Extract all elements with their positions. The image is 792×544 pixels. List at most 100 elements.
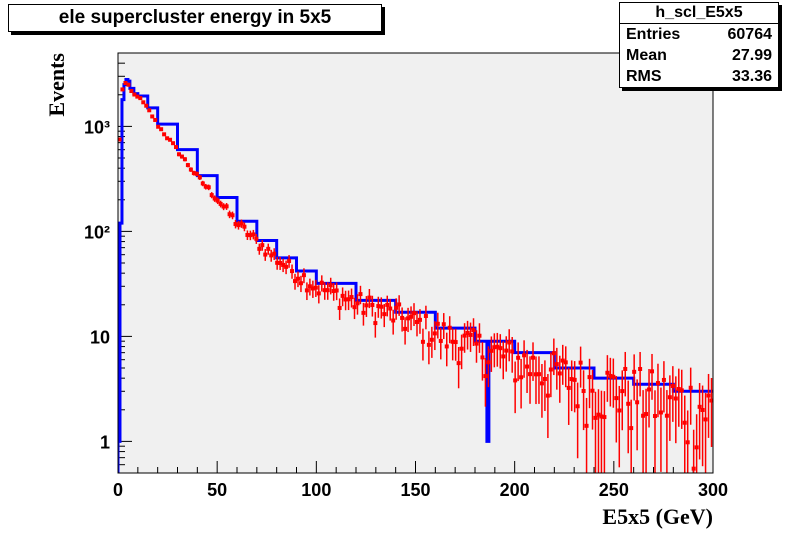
red-data-point xyxy=(346,297,351,302)
red-data-point xyxy=(679,388,684,393)
red-data-point xyxy=(700,407,705,412)
x-tick-label: 50 xyxy=(207,480,227,500)
red-data-point xyxy=(340,293,345,298)
red-data-point xyxy=(459,346,464,351)
red-data-point xyxy=(304,288,309,293)
red-data-point xyxy=(218,201,223,206)
red-data-point xyxy=(644,412,649,417)
red-data-point xyxy=(403,326,408,331)
red-data-point xyxy=(295,276,300,281)
red-data-point xyxy=(138,96,143,101)
red-data-point xyxy=(596,412,601,417)
red-data-point xyxy=(688,385,693,390)
red-data-point xyxy=(548,367,553,372)
red-data-point xyxy=(709,398,713,403)
red-data-point xyxy=(554,362,559,367)
red-data-point xyxy=(412,311,417,316)
red-data-point xyxy=(474,341,479,346)
red-data-point xyxy=(165,136,170,141)
red-data-point xyxy=(287,259,292,264)
red-data-point xyxy=(212,196,217,201)
red-data-point xyxy=(123,80,128,85)
red-data-point xyxy=(168,137,173,142)
red-data-point xyxy=(611,374,616,379)
stats-label: RMS xyxy=(626,68,662,85)
red-data-point xyxy=(328,283,333,288)
red-data-point xyxy=(397,302,402,307)
red-data-point xyxy=(135,94,140,99)
red-data-point xyxy=(626,401,631,406)
red-data-point xyxy=(215,198,220,203)
red-data-point xyxy=(516,355,521,360)
red-data-point xyxy=(438,338,443,343)
red-data-point xyxy=(531,355,536,360)
red-data-point xyxy=(581,389,586,394)
y-tick-label: 10² xyxy=(84,222,110,242)
red-data-point xyxy=(423,314,428,319)
red-data-point xyxy=(572,377,577,382)
red-data-point xyxy=(468,332,473,337)
red-data-point xyxy=(420,339,425,344)
red-data-point xyxy=(171,141,176,146)
red-data-point xyxy=(325,288,330,293)
red-data-point xyxy=(278,261,283,266)
red-data-point xyxy=(528,372,533,377)
red-data-point xyxy=(233,222,238,227)
red-data-point xyxy=(539,381,544,386)
red-data-point xyxy=(471,328,476,333)
red-data-point xyxy=(197,175,202,180)
red-data-point xyxy=(545,393,550,398)
red-data-point xyxy=(697,404,702,409)
red-data-point xyxy=(513,378,518,383)
x-tick-label: 250 xyxy=(599,480,629,500)
y-tick-label: 10³ xyxy=(84,117,110,137)
red-data-point xyxy=(617,408,622,413)
red-data-point xyxy=(179,154,184,159)
red-data-point xyxy=(629,426,634,431)
red-data-point xyxy=(349,295,354,300)
red-data-point xyxy=(587,375,592,380)
red-data-point xyxy=(376,304,381,309)
red-data-point xyxy=(307,284,312,289)
red-data-point xyxy=(450,339,455,344)
red-data-point xyxy=(319,280,324,285)
red-data-point xyxy=(593,415,598,420)
red-data-point xyxy=(533,372,538,377)
red-data-point xyxy=(236,223,241,228)
red-data-point xyxy=(248,233,253,238)
red-data-point xyxy=(453,340,458,345)
red-data-point xyxy=(614,396,619,401)
red-data-point xyxy=(331,289,336,294)
red-data-point xyxy=(635,400,640,405)
red-data-point xyxy=(441,322,446,327)
red-data-point xyxy=(492,345,497,350)
red-data-point xyxy=(174,145,179,150)
x-tick-label: 0 xyxy=(113,480,123,500)
red-data-point xyxy=(313,285,318,290)
red-data-point xyxy=(456,361,461,366)
red-data-point xyxy=(480,355,485,360)
y-axis-label: Events xyxy=(44,53,69,117)
red-data-point xyxy=(522,353,527,358)
stats-value: 60764 xyxy=(727,26,773,43)
red-data-point xyxy=(194,171,199,176)
red-data-point xyxy=(156,124,161,129)
red-data-point xyxy=(406,316,411,321)
red-data-point xyxy=(673,396,678,401)
red-data-point xyxy=(694,445,699,450)
red-data-point xyxy=(245,232,250,237)
red-data-point xyxy=(465,330,470,335)
plot-area xyxy=(117,52,714,474)
red-data-point xyxy=(182,157,187,162)
x-tick-label: 100 xyxy=(301,480,331,500)
red-data-point xyxy=(162,132,167,137)
red-data-point xyxy=(281,262,286,267)
red-data-point xyxy=(409,314,414,319)
red-data-point xyxy=(334,288,339,293)
red-data-point xyxy=(647,387,652,392)
red-data-point xyxy=(703,417,708,422)
y-tick-label: 10 xyxy=(90,327,110,347)
red-data-point xyxy=(429,337,434,342)
red-data-point xyxy=(590,388,595,393)
red-data-point xyxy=(361,310,366,315)
